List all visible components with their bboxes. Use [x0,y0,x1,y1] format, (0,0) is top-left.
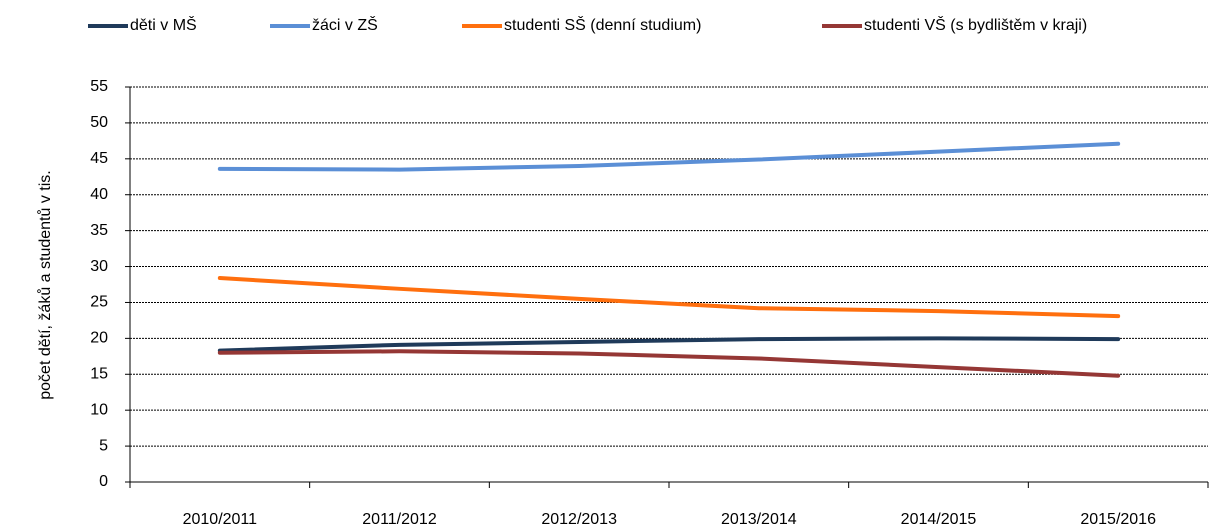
legend-label: studenti SŠ (denní studium) [504,15,701,34]
x-tick-label: 2011/2012 [362,511,437,527]
y-tick-label: 20 [90,330,108,347]
line-series [217,349,1121,378]
x-tick-label: 2012/2013 [541,511,617,527]
y-axis-label: počet dětí, žáků a studentů v tis. [36,170,54,399]
x-tick-label: 2015/2016 [1080,511,1156,527]
y-tick-label: 50 [90,114,108,131]
line-series [217,336,1121,353]
legend-label: žáci v ZŠ [312,15,378,34]
legend-label: děti v MŠ [130,15,197,34]
y-tick-label: 15 [90,365,108,382]
y-tick-label: 5 [99,437,108,454]
y-tick-label: 35 [90,222,108,239]
y-tick-label: 45 [90,150,108,167]
y-tick-label: 10 [90,401,108,418]
line-series [217,141,1121,172]
legend-label: studenti VŠ (s bydlištěm v kraji) [864,15,1087,34]
y-tick-label: 55 [90,78,108,95]
line-series [217,276,1121,319]
y-tick-label: 40 [90,186,108,203]
x-tick-label: 2010/2011 [183,511,258,527]
x-tick-label: 2013/2014 [721,511,797,527]
y-tick-label: 25 [90,294,108,311]
y-tick-label: 30 [90,258,108,275]
x-tick-label: 2014/2015 [901,511,977,527]
y-tick-label: 0 [99,473,108,490]
